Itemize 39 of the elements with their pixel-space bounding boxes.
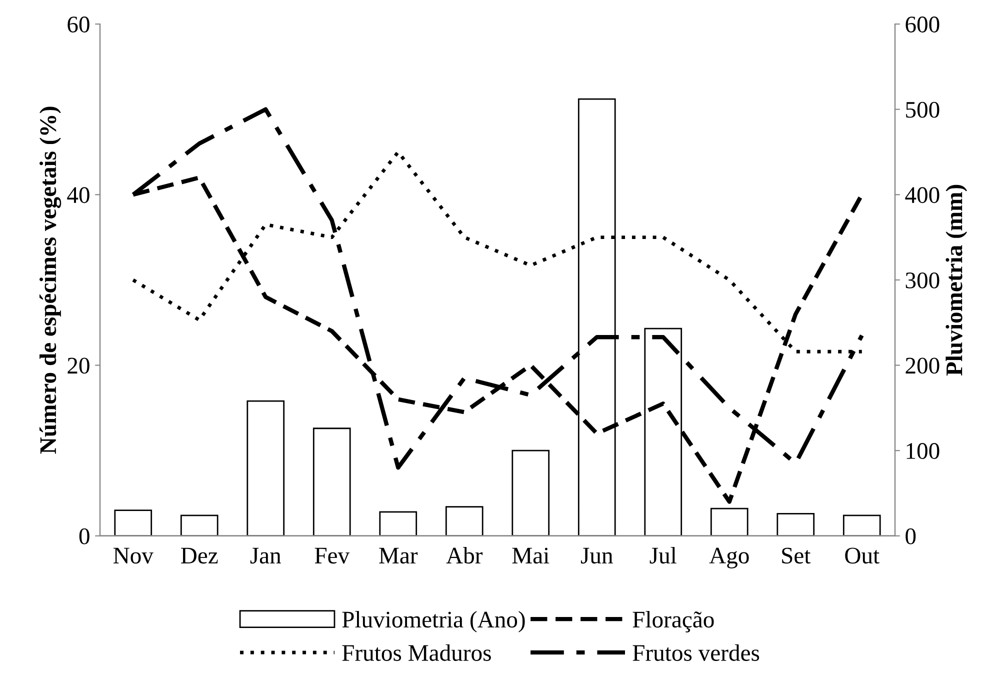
x-tick-label: Jul [650, 546, 676, 564]
bar [776, 512, 815, 536]
legend-label: Floração [632, 610, 714, 632]
x-tick-label: Mai [512, 548, 550, 564]
bar [379, 511, 418, 536]
y2-tick-label: 600 [906, 16, 940, 32]
bar [445, 506, 484, 536]
y2-tick-label: 500 [906, 102, 940, 118]
y2-tick-label: 0 [906, 528, 916, 544]
y-tick-label: 60 [68, 16, 90, 32]
x-tick-label: Jan [250, 548, 282, 564]
legend-label: Frutos verdes [632, 644, 760, 661]
y-tick-label: 40 [67, 187, 90, 204]
y-tick-label: 0 [79, 528, 90, 544]
x-tick-label: Set [782, 548, 811, 564]
bar [842, 514, 881, 536]
x-tick-label: Out [845, 548, 880, 564]
x-tick-label: Abr [446, 546, 483, 564]
x-tick-label: Fev [314, 548, 350, 564]
y2-tick-label: 300 [906, 272, 940, 288]
legend-label: Pluviometria (Ano) [342, 610, 525, 632]
x-tick-label: Dez [181, 548, 218, 564]
y2-tick-label: 100 [906, 443, 940, 459]
y2-axis-title: Pluviometria (mm) [946, 184, 968, 376]
y-tick-label: 20 [68, 358, 90, 374]
legend-label: Frutos Maduros [342, 644, 491, 661]
bar [312, 428, 351, 536]
y-axis-title: Número de espécimes vegetais (%) [39, 106, 62, 454]
bar [246, 400, 285, 536]
y2-tick-label: 200 [906, 358, 940, 374]
bar [114, 510, 152, 536]
x-tick-label: Jun [580, 548, 613, 564]
bar [710, 508, 748, 536]
bar [180, 514, 218, 536]
bar [512, 450, 550, 536]
x-tick-label: Mar [379, 548, 418, 564]
y2-tick-label: 400 [905, 187, 940, 204]
x-tick-label: Nov [113, 548, 154, 564]
x-tick-label: Ago [709, 548, 749, 568]
